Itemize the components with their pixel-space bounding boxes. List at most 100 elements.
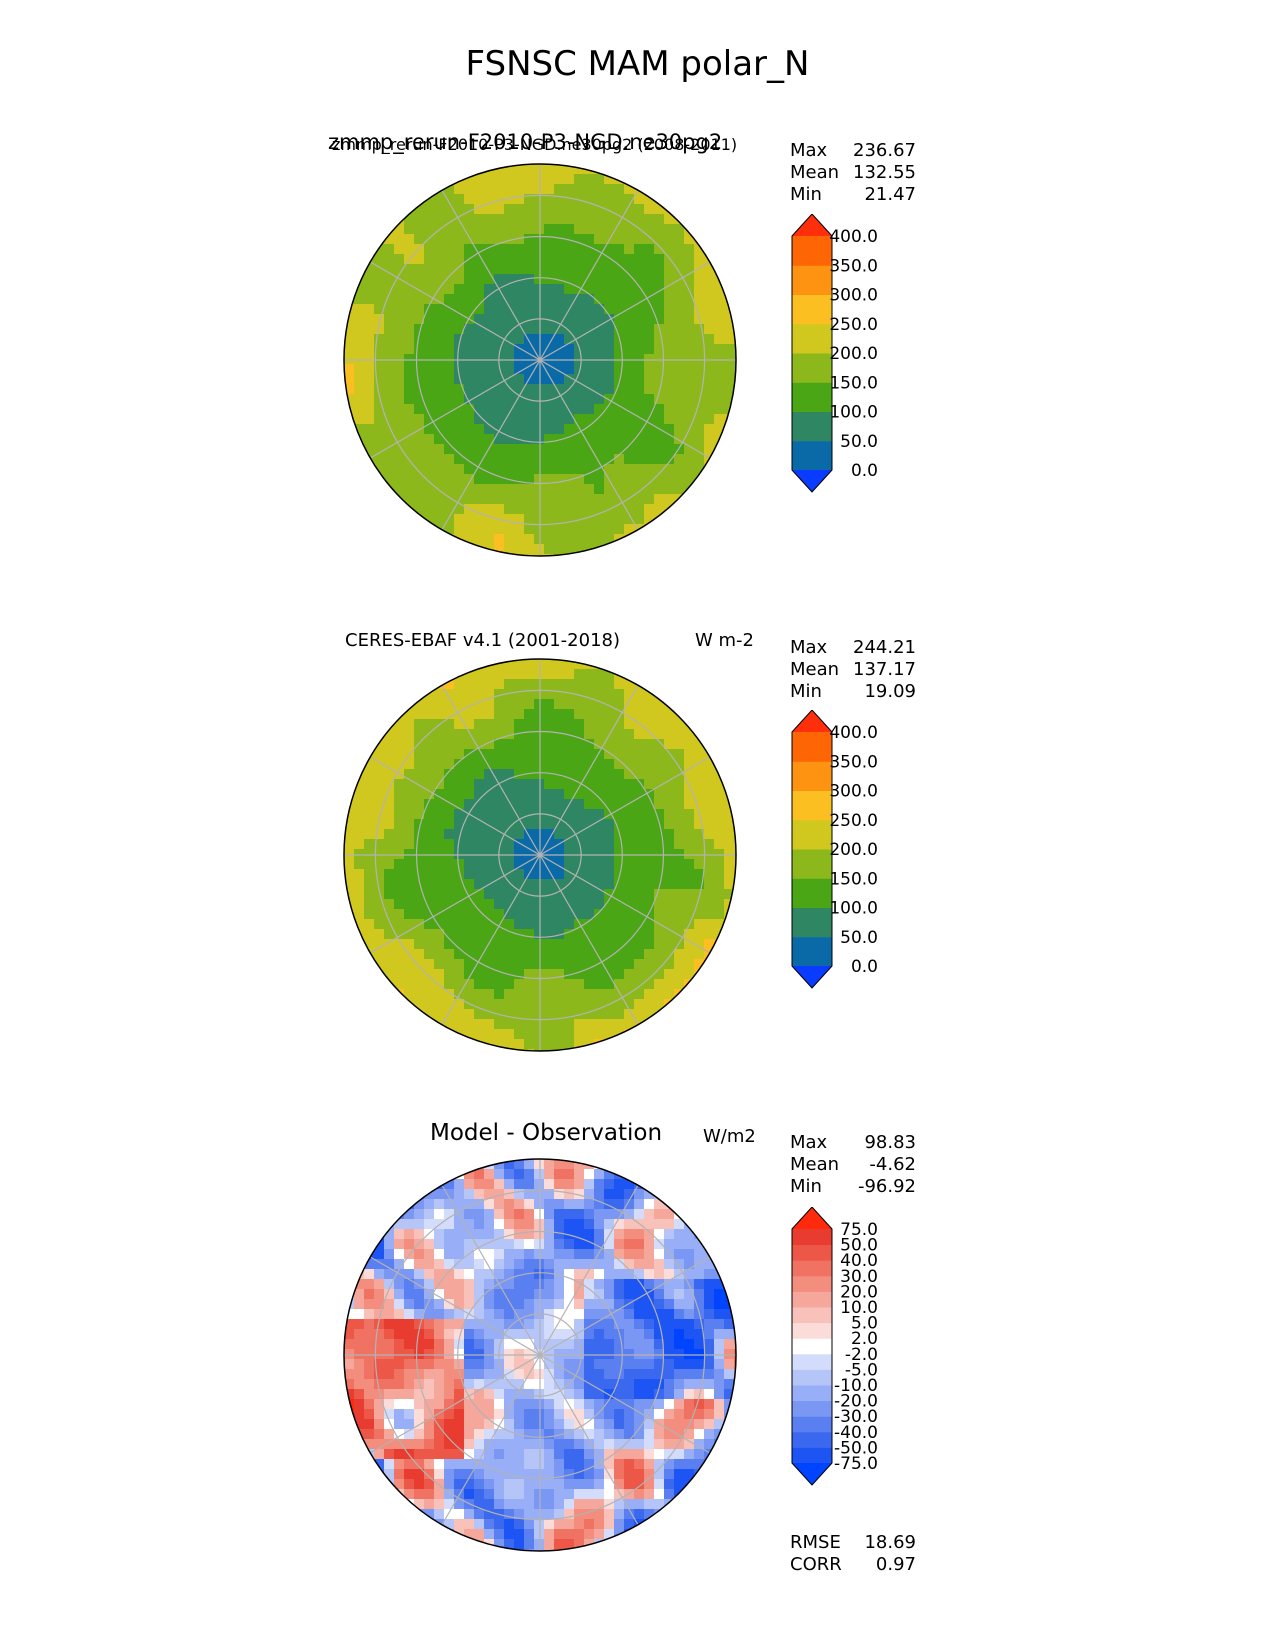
field-cell <box>444 504 455 515</box>
field-cell <box>724 879 735 890</box>
field-cell <box>714 1289 725 1300</box>
field-cell <box>684 244 695 255</box>
field-cell <box>644 264 655 275</box>
field-cell <box>654 749 665 760</box>
field-cell <box>464 909 475 920</box>
field-cell <box>664 234 675 245</box>
field-cell <box>594 234 605 245</box>
field-cell <box>484 444 495 455</box>
field-cell <box>414 434 425 445</box>
field-cell <box>544 859 555 870</box>
field-cell <box>614 869 625 880</box>
field-cell <box>374 274 385 285</box>
meridian-line <box>441 854 541 1026</box>
field-cell <box>614 1519 625 1530</box>
field-cell <box>574 304 585 315</box>
field-cell <box>524 1239 535 1250</box>
field-cell <box>464 779 475 790</box>
field-cell <box>504 689 515 700</box>
field-cell <box>504 979 515 990</box>
field-cell <box>384 1219 395 1230</box>
field-cell <box>634 284 645 295</box>
field-cell <box>554 1229 565 1240</box>
field-cell <box>364 759 375 770</box>
field-cell <box>624 344 635 355</box>
field-cell <box>544 254 555 265</box>
field-cell <box>434 1479 445 1490</box>
field-cell <box>654 1239 665 1250</box>
field-cell <box>394 719 405 730</box>
field-cell <box>684 769 695 780</box>
field-cell <box>404 789 415 800</box>
field-cell <box>444 899 455 910</box>
field-cell <box>634 1509 645 1520</box>
field-cell <box>374 1359 385 1370</box>
field-cell <box>354 1349 365 1360</box>
field-cell <box>574 869 585 880</box>
field-cell <box>524 1259 535 1270</box>
field-cell <box>634 1419 645 1430</box>
field-cell <box>564 1329 575 1340</box>
field-cell <box>414 444 425 455</box>
field-cell <box>644 729 655 740</box>
field-cell <box>624 909 635 920</box>
field-cell <box>594 224 605 235</box>
field-cell <box>494 1309 505 1320</box>
field-cell <box>424 789 435 800</box>
field-cell <box>604 1209 615 1220</box>
field-cell <box>374 829 385 840</box>
field-cell <box>554 1239 565 1250</box>
field-cell <box>454 1019 465 1030</box>
field-cell <box>474 414 485 425</box>
field-cell <box>474 889 485 900</box>
field-cell <box>544 1169 555 1180</box>
field-cell <box>544 789 555 800</box>
field-cell <box>604 194 615 205</box>
field-cell <box>494 444 505 455</box>
field-cell <box>604 1029 615 1040</box>
field-cell <box>664 819 675 830</box>
field-cell <box>684 799 695 810</box>
field-cell <box>524 454 535 465</box>
field-cell <box>394 1249 405 1260</box>
field-cell <box>584 494 595 505</box>
field-cell <box>424 334 435 345</box>
field-cell <box>544 464 555 475</box>
field-cell <box>474 679 485 690</box>
field-cell <box>674 799 685 810</box>
field-cell <box>684 1469 695 1480</box>
field-cell <box>654 1389 665 1400</box>
field-cell <box>574 374 585 385</box>
field-cell <box>664 1279 675 1290</box>
field-cell <box>584 739 595 750</box>
field-cell <box>694 889 705 900</box>
field-cell <box>444 1019 455 1030</box>
field-cell <box>374 1399 385 1410</box>
field-cell <box>464 1439 475 1450</box>
field-cell <box>544 999 555 1010</box>
field-cell <box>604 1419 615 1430</box>
field-cell <box>464 1409 475 1420</box>
field-cell <box>694 759 705 770</box>
field-cell <box>664 1499 675 1510</box>
field-cell <box>674 959 685 970</box>
field-cell <box>574 1389 585 1400</box>
field-cell <box>434 1009 445 1020</box>
field-cell <box>594 454 605 465</box>
field-cell <box>424 1329 435 1340</box>
field-cell <box>494 679 505 690</box>
field-cell <box>504 1289 515 1300</box>
field-cell <box>384 729 395 740</box>
field-cell <box>674 729 685 740</box>
field-cell <box>534 1379 545 1390</box>
field-cell <box>534 1469 545 1480</box>
field-cell <box>444 524 455 535</box>
field-cell <box>444 1309 455 1320</box>
field-cell <box>444 809 455 820</box>
field-cell <box>394 909 405 920</box>
field-cell <box>394 899 405 910</box>
field-cell <box>494 294 505 305</box>
field-cell <box>504 1019 515 1030</box>
field-cell <box>534 1339 545 1350</box>
field-cell <box>634 364 645 375</box>
